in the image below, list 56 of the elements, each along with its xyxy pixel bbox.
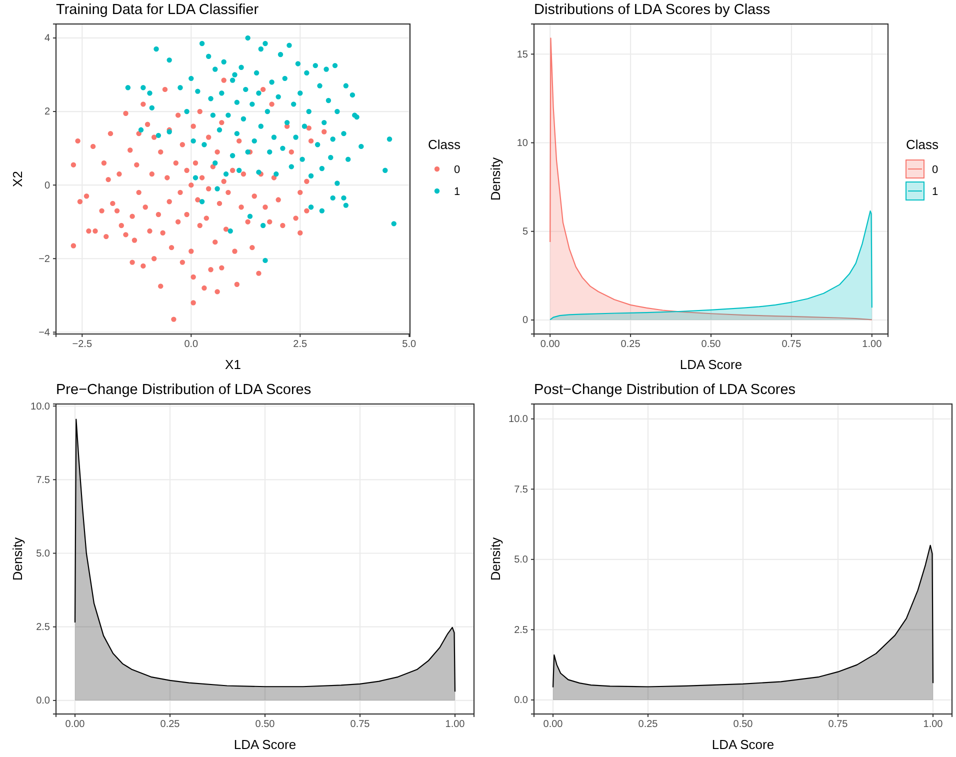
- y-axis-title: Density: [488, 156, 503, 201]
- x-tick-label: 1.00: [862, 339, 882, 350]
- x-tick-label: 0.75: [350, 719, 370, 730]
- y-tick-label: 2.5: [36, 622, 50, 634]
- x-axis-title: LDA Score: [712, 737, 774, 752]
- chart-title: Distributions of LDA Scores by Class: [534, 2, 770, 18]
- x-tick-label: 5.0: [402, 339, 417, 350]
- x-tick-label: −2.5: [72, 339, 92, 350]
- y-tick-label: −4: [38, 327, 50, 338]
- x-tick-label: 0.50: [255, 719, 276, 730]
- x-tick-label: 1.00: [923, 719, 944, 730]
- x-axis-title: X1: [225, 357, 241, 372]
- legend-label: 0: [454, 164, 460, 176]
- y-tick-label: 7.5: [36, 474, 50, 486]
- x-tick-label: 0.25: [638, 719, 658, 730]
- x-tick-label: 0.25: [160, 719, 180, 730]
- y-tick-label: 15: [516, 49, 528, 60]
- legend-label: 1: [454, 186, 460, 198]
- y-tick-label: −2: [38, 254, 50, 265]
- x-tick-label: 0.50: [733, 719, 754, 730]
- y-tick-label: 0: [522, 315, 528, 326]
- chart-title: Post−Change Distribution of LDA Scores: [534, 382, 796, 398]
- x-axis-title: LDA Score: [234, 737, 296, 752]
- y-axis-title: Density: [10, 536, 25, 581]
- legend-title: Class: [906, 137, 940, 152]
- x-tick-label: 2.5: [293, 339, 308, 350]
- y-tick-label: 10: [516, 138, 528, 149]
- x-tick-label: 0.00: [65, 719, 86, 730]
- x-tick-label: 0.0: [184, 339, 199, 350]
- y-tick-label: 10.0: [30, 401, 50, 412]
- y-tick-label: 7.5: [514, 484, 528, 496]
- x-tick-label: 0.00: [543, 719, 564, 730]
- y-tick-label: 2.5: [514, 624, 528, 636]
- x-tick-label: 0.00: [540, 339, 560, 350]
- chart-title: Pre−Change Distribution of LDA Scores: [56, 382, 312, 398]
- y-axis-title: X2: [10, 171, 25, 187]
- y-tick-label: 0: [44, 180, 50, 192]
- y-tick-label: 0.0: [36, 696, 50, 707]
- x-tick-label: 0.25: [620, 339, 641, 350]
- legend-label: 0: [932, 164, 938, 176]
- x-axis-title: LDA Score: [680, 357, 742, 372]
- chart-title: Training Data for LDA Classifier: [56, 2, 259, 18]
- y-tick-label: 10.0: [508, 414, 528, 426]
- x-tick-label: 0.75: [782, 339, 802, 350]
- y-tick-label: 0.0: [514, 695, 528, 706]
- legend-title: Class: [428, 137, 462, 152]
- x-tick-label: 0.75: [828, 719, 848, 730]
- legend-label: 1: [932, 186, 938, 198]
- y-tick-label: 4: [44, 33, 50, 44]
- y-tick-label: 5.0: [36, 548, 50, 560]
- y-tick-label: 5.0: [514, 554, 528, 566]
- x-tick-label: 0.50: [701, 339, 722, 350]
- y-tick-label: 2: [44, 106, 50, 118]
- x-tick-label: 1.00: [445, 719, 466, 730]
- y-axis-title: Density: [488, 536, 503, 581]
- y-tick-label: 5: [522, 226, 528, 238]
